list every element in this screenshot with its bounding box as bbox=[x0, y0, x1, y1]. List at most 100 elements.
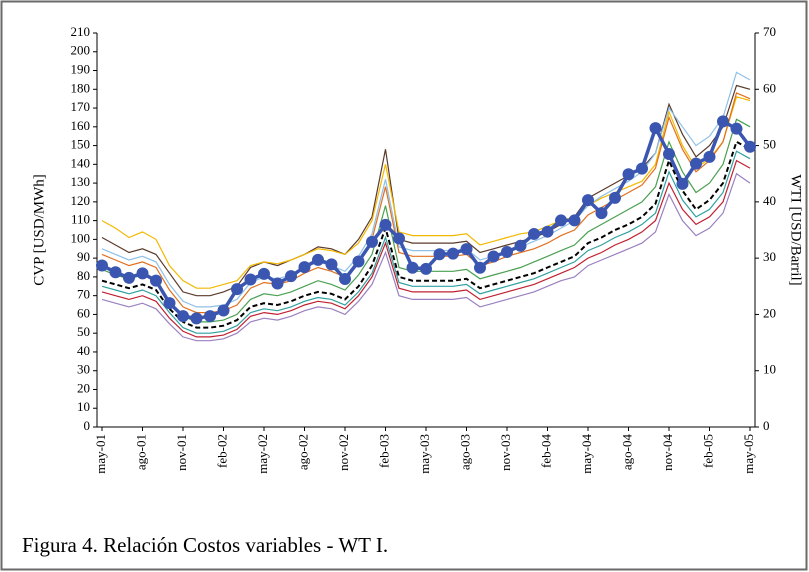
series-marker bbox=[744, 140, 756, 153]
series-marker bbox=[622, 168, 635, 181]
x-tick-label: ago-04 bbox=[619, 434, 634, 471]
y-tick-label: 120 bbox=[71, 193, 91, 208]
series-marker bbox=[312, 253, 324, 266]
series-marker bbox=[352, 255, 365, 268]
y-tick-label: 60 bbox=[77, 305, 90, 320]
y-tick-label: 160 bbox=[71, 118, 91, 133]
series-marker bbox=[730, 122, 743, 135]
series-marker bbox=[420, 262, 432, 275]
y-tick-label: 180 bbox=[71, 80, 91, 95]
y-tick-label: 90 bbox=[77, 249, 90, 264]
series-marker bbox=[285, 270, 297, 283]
series-marker bbox=[474, 261, 486, 274]
series-line bbox=[101, 159, 751, 338]
x-tick-label: feb-05 bbox=[700, 434, 715, 468]
series-marker bbox=[217, 304, 230, 317]
y2-tick-label: 60 bbox=[763, 80, 776, 95]
y-tick-label: 140 bbox=[71, 155, 91, 170]
series-marker bbox=[339, 272, 351, 285]
series-marker bbox=[258, 267, 270, 280]
x-tick-label: feb-03 bbox=[376, 434, 391, 468]
series-marker bbox=[136, 267, 149, 280]
y-tick-label: 100 bbox=[71, 230, 91, 245]
series-marker bbox=[123, 271, 135, 284]
caption: Figura 4. Relación Costos variables - WT… bbox=[22, 533, 388, 557]
series-marker bbox=[96, 259, 108, 272]
x-tick-label: ago-01 bbox=[133, 434, 148, 470]
x-tick-label: feb-02 bbox=[214, 434, 229, 468]
y2-tick-label: 0 bbox=[763, 418, 770, 433]
series-marker bbox=[514, 239, 527, 252]
y-tick-label: 0 bbox=[84, 418, 91, 433]
x-tick-label: feb-04 bbox=[538, 434, 553, 468]
y-tick-label: 210 bbox=[71, 24, 91, 39]
y-tick-label: 70 bbox=[77, 287, 90, 302]
y2-tick-label: 10 bbox=[763, 362, 776, 377]
y-axis-label: CVP [USD/MWh] bbox=[31, 174, 47, 286]
series-marker bbox=[703, 150, 716, 163]
y-tick-label: 30 bbox=[77, 362, 90, 377]
series-marker bbox=[447, 247, 459, 260]
series-marker bbox=[555, 214, 567, 227]
x-tick-label: may-03 bbox=[417, 434, 432, 474]
x-tick-label: may-05 bbox=[741, 434, 756, 474]
y2-tick-label: 40 bbox=[763, 193, 776, 208]
x-tick-label: nov-02 bbox=[336, 434, 351, 471]
series-marker bbox=[325, 258, 338, 271]
y-tick-label: 150 bbox=[71, 137, 91, 152]
series-marker bbox=[366, 235, 378, 248]
series-marker bbox=[676, 177, 689, 190]
y-tick-label: 190 bbox=[71, 62, 91, 77]
series-marker bbox=[379, 218, 392, 231]
series-marker bbox=[595, 207, 608, 220]
x-tick-label: may-04 bbox=[579, 434, 594, 474]
series-marker bbox=[150, 274, 162, 287]
series-marker bbox=[528, 227, 540, 240]
x-tick-label: may-01 bbox=[93, 434, 108, 474]
series-marker bbox=[501, 245, 513, 258]
y-tick-label: 20 bbox=[77, 380, 90, 395]
series-marker bbox=[109, 266, 122, 279]
y-tick-label: 10 bbox=[77, 399, 90, 414]
series-marker bbox=[609, 191, 621, 204]
series-line bbox=[101, 172, 751, 342]
series-marker bbox=[231, 283, 243, 296]
series-line bbox=[101, 140, 751, 329]
x-tick-label: nov-03 bbox=[498, 434, 513, 471]
series-marker bbox=[717, 115, 729, 128]
series-marker bbox=[204, 310, 216, 323]
y2-tick-label: 30 bbox=[763, 249, 776, 264]
series-marker bbox=[177, 310, 189, 323]
series-marker bbox=[690, 157, 702, 170]
y-tick-label: 40 bbox=[77, 343, 90, 358]
series-marker bbox=[271, 277, 284, 290]
series-marker bbox=[406, 261, 419, 274]
y-tick-label: 80 bbox=[77, 268, 90, 283]
x-tick-label: nov-04 bbox=[660, 434, 675, 471]
y2-tick-label: 50 bbox=[763, 137, 776, 152]
series-marker bbox=[663, 148, 675, 161]
series-marker bbox=[568, 214, 581, 227]
y2-axis-label: WTI [USD/Barril] bbox=[788, 174, 804, 285]
x-tick-label: ago-02 bbox=[295, 434, 310, 470]
series-marker bbox=[541, 225, 554, 238]
series-marker bbox=[298, 261, 311, 274]
series-line bbox=[101, 96, 751, 289]
series-marker bbox=[433, 248, 446, 261]
y-tick-label: 110 bbox=[71, 212, 90, 227]
y-tick-label: 170 bbox=[71, 99, 91, 114]
series-marker bbox=[649, 122, 662, 135]
x-tick-label: ago-03 bbox=[457, 434, 472, 470]
series-line bbox=[101, 150, 751, 334]
y2-tick-label: 20 bbox=[763, 305, 776, 320]
series-marker bbox=[190, 312, 203, 325]
y-tick-label: 50 bbox=[77, 324, 90, 339]
series-marker bbox=[244, 273, 257, 286]
series-marker bbox=[393, 232, 405, 245]
x-tick-label: may-02 bbox=[255, 434, 270, 474]
y-tick-label: 200 bbox=[71, 43, 91, 58]
series-marker bbox=[487, 250, 500, 263]
y2-tick-label: 70 bbox=[763, 24, 776, 39]
